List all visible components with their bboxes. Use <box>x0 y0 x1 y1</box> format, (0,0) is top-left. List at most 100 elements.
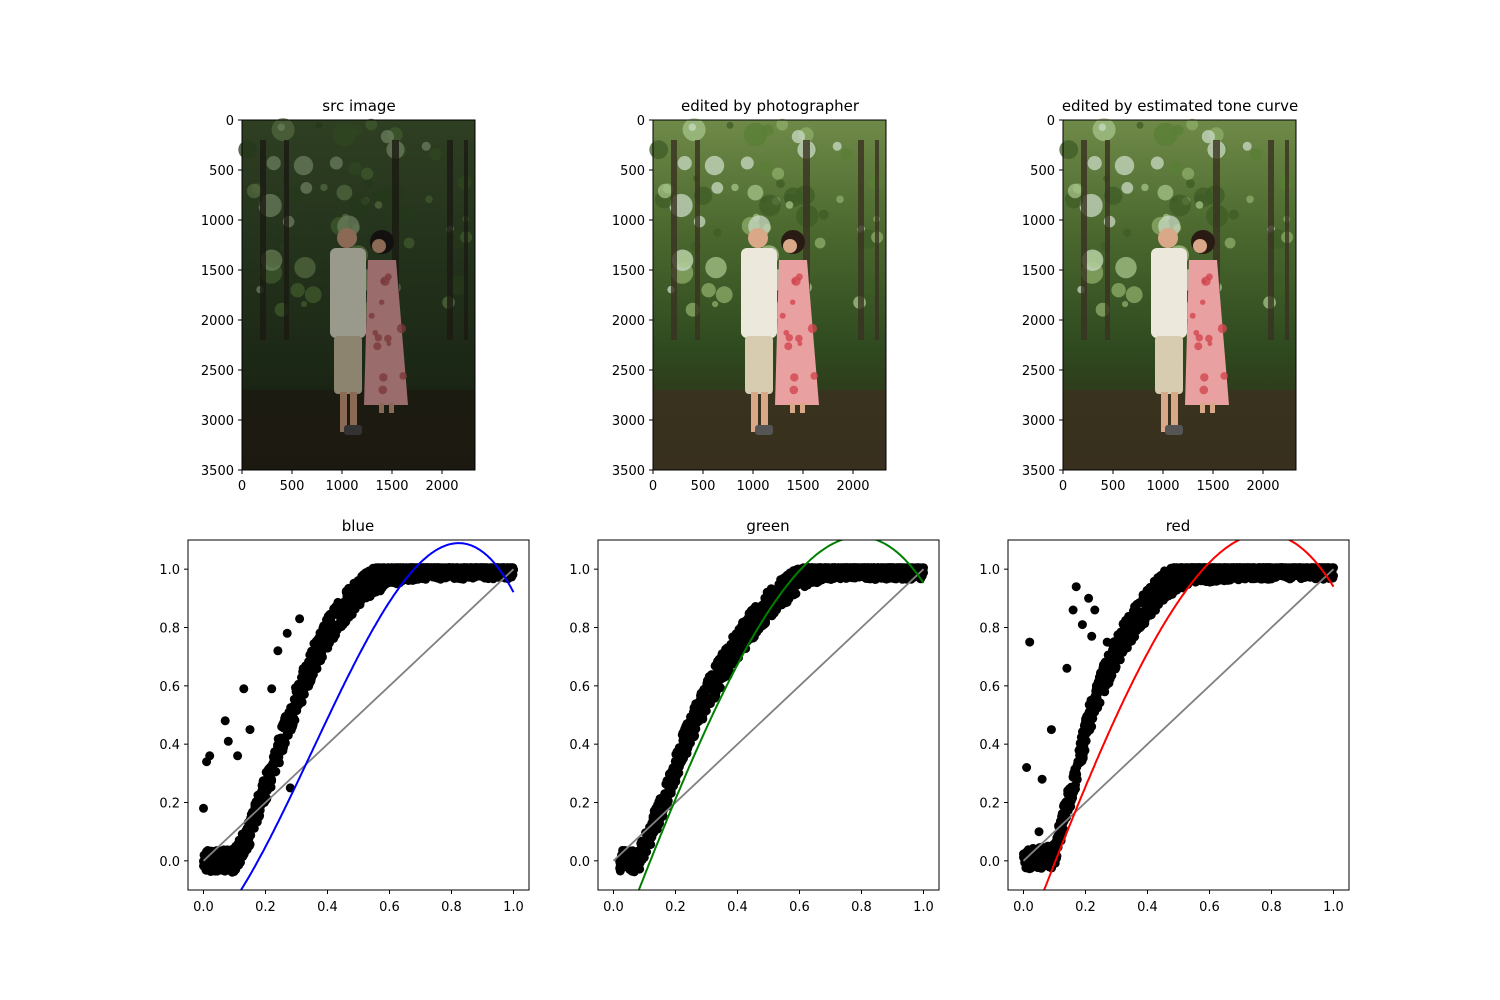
dress-flower <box>386 341 392 347</box>
scatter-panel-blue: blue 0.0 0.2 0.4 0.6 0.8 1.0 0.0 0.2 0.4 0.6 0.8 1.… <box>159 517 530 915</box>
man-shorts <box>334 336 362 394</box>
dress-flower <box>1194 342 1203 351</box>
foliage-blob <box>1123 228 1132 237</box>
scatter-point <box>274 758 284 768</box>
x-tick-label: 1500 <box>1196 479 1229 494</box>
woman-face <box>783 239 797 253</box>
foliage-blob <box>743 122 768 147</box>
foliage-blob <box>302 228 311 237</box>
scatter-outlier <box>1087 631 1097 641</box>
y-tick-label: 0.8 <box>159 622 180 637</box>
panel-title: edited by photographer <box>681 97 860 115</box>
axis-ticks: 0 500 1000 1500 2000 0 500 1000 1500 2000 2500 3000… <box>201 114 459 494</box>
foliage-blob <box>776 118 789 131</box>
foliage-blob <box>715 286 733 304</box>
plot-area: 0.0 0.2 0.4 0.6 0.8 1.0 0.0 0.2 0.4 0.6 0.8 1.0 <box>159 539 530 915</box>
foliage-blob <box>1087 156 1102 171</box>
image-frame <box>241 119 476 471</box>
dress-flower <box>1205 334 1213 343</box>
dress-flower <box>1195 334 1203 342</box>
y-tick-label: 3500 <box>612 464 645 479</box>
y-tick-label: 0.2 <box>159 797 180 812</box>
tree-trunk <box>1268 140 1274 340</box>
dress-flower <box>779 312 786 319</box>
dress-flower <box>373 342 382 351</box>
tree-trunk <box>260 140 266 340</box>
scatter-point <box>421 574 431 584</box>
axes-frame <box>1007 539 1350 891</box>
man-shorts <box>745 336 773 394</box>
foliage-blob <box>1114 155 1135 176</box>
y-tick-label: 3500 <box>1022 464 1055 479</box>
dress-flower <box>789 385 799 395</box>
scatter-point <box>312 664 322 674</box>
foliage-blob <box>246 183 262 199</box>
man-head <box>337 228 357 248</box>
tree-trunk <box>464 140 468 340</box>
y-tick-label: 0.0 <box>979 855 1000 870</box>
foliage-blob <box>1157 184 1174 201</box>
y-tick-label: 2500 <box>201 364 234 379</box>
foliage-blob <box>300 182 313 194</box>
x-tick-label: 0.4 <box>317 900 338 915</box>
y-tick-label: 2000 <box>612 314 645 329</box>
dress-flower <box>374 334 382 342</box>
x-tick-label: 0.0 <box>193 900 214 915</box>
dress-flower <box>790 373 799 382</box>
x-tick-label: 0.8 <box>441 900 462 915</box>
y-tick-label: 500 <box>620 164 645 179</box>
y-tick-label: 1.0 <box>159 563 180 578</box>
tree-trunk <box>875 140 879 340</box>
foliage-blob <box>1067 183 1083 199</box>
tree-trunk <box>1213 140 1220 340</box>
foliage-blob <box>336 184 353 201</box>
foliage-blob <box>1195 201 1204 209</box>
y-tick-label: 1000 <box>201 214 234 229</box>
dress-flower <box>368 312 375 319</box>
x-tick-label: 1500 <box>786 479 819 494</box>
scatter-point <box>1072 774 1082 784</box>
foliage-blob <box>712 301 719 308</box>
foliage-blob <box>1115 256 1137 279</box>
x-tick-label: 0.8 <box>851 900 872 915</box>
x-tick-label: 0.6 <box>1199 900 1220 915</box>
scatter-panel-red: red 0.0 0.2 0.4 0.6 0.8 1.0 0.0 0.2 0.4 0.6 0.8 1.0 <box>979 517 1350 915</box>
scatter-point <box>1081 736 1091 746</box>
foliage-blob <box>329 156 343 170</box>
dress-flower <box>384 334 392 343</box>
panel-title: green <box>746 517 789 535</box>
fit-curve <box>1043 540 1335 890</box>
foliage-blob <box>332 122 357 147</box>
dress-flower <box>1207 341 1213 347</box>
x-tick-label: 1000 <box>325 479 358 494</box>
man-leg <box>761 392 768 432</box>
y-tick-label: 2500 <box>1022 364 1055 379</box>
panel-title: blue <box>342 517 374 535</box>
foliage-blob <box>1121 182 1134 194</box>
scatter-outlier <box>1102 637 1112 647</box>
image-frame <box>652 119 887 471</box>
foliage-blob <box>320 183 328 192</box>
scatter-point <box>655 819 664 828</box>
foliage-blob <box>772 167 785 180</box>
y-tick-label: 500 <box>209 164 234 179</box>
x-tick-label: 0.6 <box>789 900 810 915</box>
scatter-point <box>690 731 700 741</box>
dress-flower <box>379 373 388 382</box>
dress-flower <box>1193 329 1200 336</box>
foliage-blob <box>421 141 431 151</box>
woman-dress <box>775 260 819 405</box>
foliage-blob <box>374 201 383 209</box>
identity-line <box>202 568 515 862</box>
foliage-blob <box>759 194 781 217</box>
woman-leg <box>790 403 795 413</box>
x-tick-label: 500 <box>280 479 305 494</box>
dress-flower <box>378 385 388 395</box>
dress-flower <box>810 372 818 380</box>
foliage-blob <box>859 275 879 296</box>
foliage-blob <box>649 140 669 160</box>
foliage-blob <box>1224 237 1236 249</box>
dress-flower <box>1220 372 1228 380</box>
plot-area: 0.0 0.2 0.4 0.6 0.8 1.0 0.0 0.2 0.4 0.6 0.8 1.0 <box>569 539 940 915</box>
scatter-outlier <box>239 684 249 694</box>
